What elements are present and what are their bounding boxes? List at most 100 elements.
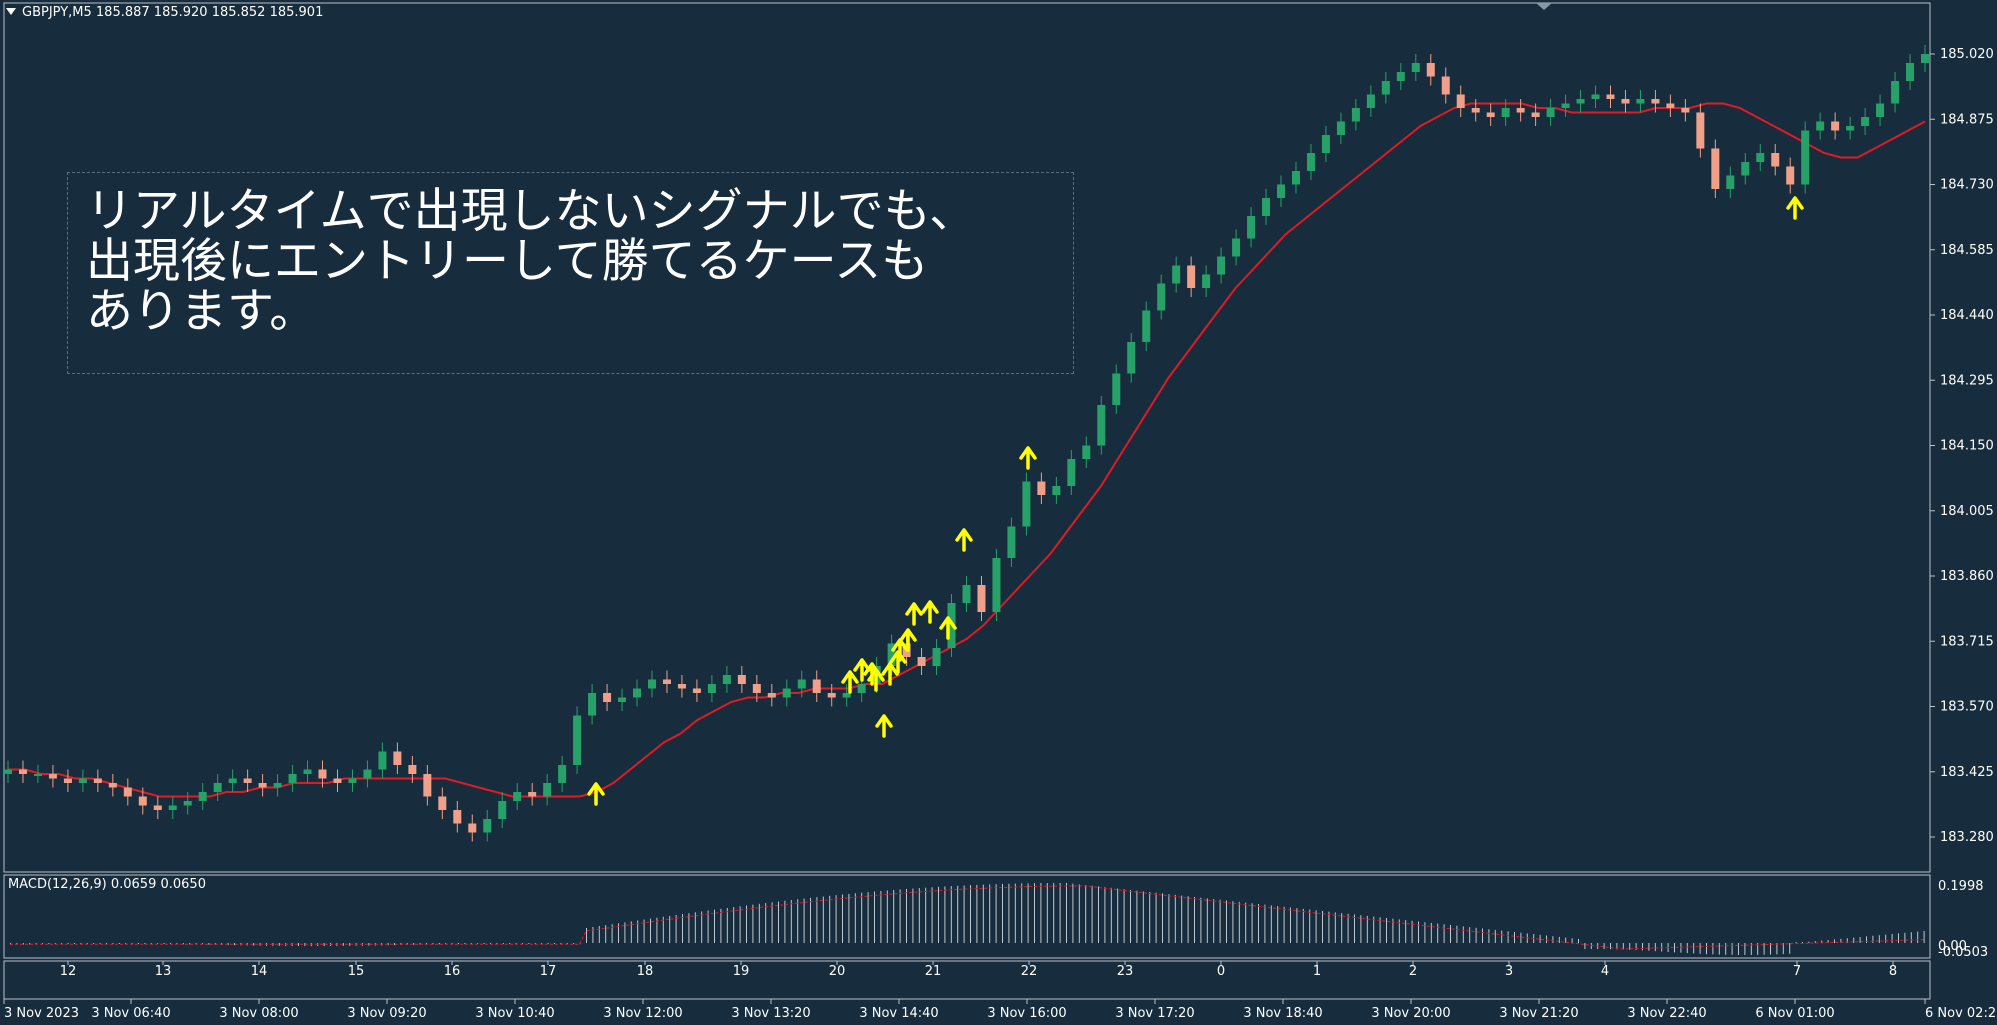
macd-bar <box>586 927 587 943</box>
candle-body <box>722 675 731 684</box>
macd-bar <box>1629 943 1631 950</box>
candle-body <box>1411 63 1420 72</box>
candle-body <box>1441 76 1450 95</box>
candle-body <box>752 684 761 693</box>
macd-bar <box>1558 936 1560 943</box>
macd-bar <box>720 908 722 943</box>
macd-bar <box>61 943 63 944</box>
candle-body <box>468 823 477 833</box>
macd-bar <box>1789 943 1791 954</box>
top-time-label: 3 <box>1505 964 1513 979</box>
macd-bar <box>694 912 696 943</box>
macd-bar <box>630 921 632 943</box>
scroll-marker-icon[interactable] <box>1536 3 1552 10</box>
bottom-time-label: 3 Nov 14:40 <box>859 1006 938 1021</box>
macd-bar <box>784 900 786 943</box>
candle-body <box>1516 108 1525 113</box>
dropdown-triangle-icon[interactable] <box>6 8 16 15</box>
macd-bar <box>637 920 639 943</box>
candle-body <box>303 769 312 774</box>
candle-body <box>767 693 776 698</box>
macd-bar <box>803 898 805 943</box>
macd-bar <box>1328 911 1330 943</box>
macd-bar <box>1616 943 1618 950</box>
macd-bar <box>1770 943 1771 955</box>
candle-body <box>737 675 746 684</box>
candle-body <box>692 688 701 693</box>
macd-bar <box>1110 887 1112 943</box>
bottom-time-label: 3 Nov 13:20 <box>731 1006 810 1021</box>
candle-body <box>1621 99 1630 104</box>
macd-bar <box>1059 882 1061 943</box>
macd-bar <box>1821 940 1823 943</box>
macd-bar <box>1635 943 1637 951</box>
candle-body <box>662 679 671 684</box>
macd-bar <box>1194 896 1195 943</box>
macd-bar <box>1693 943 1695 954</box>
candle-body <box>1576 99 1585 104</box>
candle-body <box>1306 153 1315 171</box>
symbol-header[interactable]: GBPJPY,M5 185.887 185.920 185.852 185.90… <box>6 5 323 20</box>
macd-bar <box>912 888 914 943</box>
macd-bar <box>1507 931 1509 943</box>
macd-bar <box>1654 943 1656 952</box>
candle-body <box>198 792 207 801</box>
macd-bar <box>765 903 767 943</box>
macd-bar <box>1232 901 1234 943</box>
candle-body <box>1366 94 1375 108</box>
macd-bar <box>1494 929 1496 943</box>
macd-bar <box>931 887 933 943</box>
candle-body <box>1277 184 1286 198</box>
macd-bar <box>1418 921 1419 943</box>
macd-bar <box>1040 883 1042 943</box>
bottom-time-label: 3 Nov 08:00 <box>219 1006 298 1021</box>
macd-tick-label: 0.00 <box>1938 939 1967 954</box>
signal-arrow-up-icon <box>921 600 939 624</box>
macd-bar <box>1085 885 1087 943</box>
macd-bar <box>323 943 325 946</box>
bottom-time-label: 3 Nov 18:40 <box>1243 1006 1322 1021</box>
candle-body <box>33 774 42 776</box>
macd-bar <box>893 889 895 943</box>
macd-bar <box>1872 935 1874 943</box>
macd-bar <box>1475 927 1477 943</box>
macd-bar <box>861 892 863 943</box>
macd-bar <box>304 943 306 946</box>
macd-bar <box>176 943 178 945</box>
macd-bar <box>470 943 472 944</box>
macd-bar <box>1046 883 1048 943</box>
candle-body <box>1291 171 1300 185</box>
price-tick-label: 184.440 <box>1940 308 1994 323</box>
price-tick-label: 184.730 <box>1940 178 1994 193</box>
candle-body <box>1561 103 1570 108</box>
macd-bar <box>342 943 344 946</box>
macd-bar <box>1539 934 1541 943</box>
signal-arrow-up-icon <box>881 662 899 686</box>
macd-bar <box>1859 936 1861 943</box>
macd-bar <box>643 919 645 943</box>
candle-body <box>1082 445 1091 459</box>
macd-bar <box>1642 943 1643 951</box>
candle-body <box>1127 342 1136 374</box>
candle-body <box>1052 486 1061 495</box>
macd-bar <box>1546 935 1547 943</box>
candle-body <box>1172 265 1181 284</box>
candle-body <box>168 805 177 810</box>
macd-bar <box>54 943 56 945</box>
macd-bar <box>1373 916 1375 943</box>
candle-body <box>318 769 327 779</box>
candle-body <box>1037 481 1046 495</box>
macd-bar <box>1206 898 1208 943</box>
macd-bar <box>1104 887 1106 943</box>
macd-bar <box>560 943 562 944</box>
macd-bar <box>496 943 498 944</box>
macd-bar <box>253 943 255 946</box>
macd-bar <box>1674 943 1675 953</box>
macd-bar <box>528 943 530 944</box>
macd-bar <box>989 884 991 943</box>
macd-bar <box>1398 919 1400 943</box>
macd-bar <box>93 943 95 944</box>
macd-bar <box>810 897 811 943</box>
candle-body <box>1396 72 1405 81</box>
moving-average-line <box>8 102 1926 798</box>
